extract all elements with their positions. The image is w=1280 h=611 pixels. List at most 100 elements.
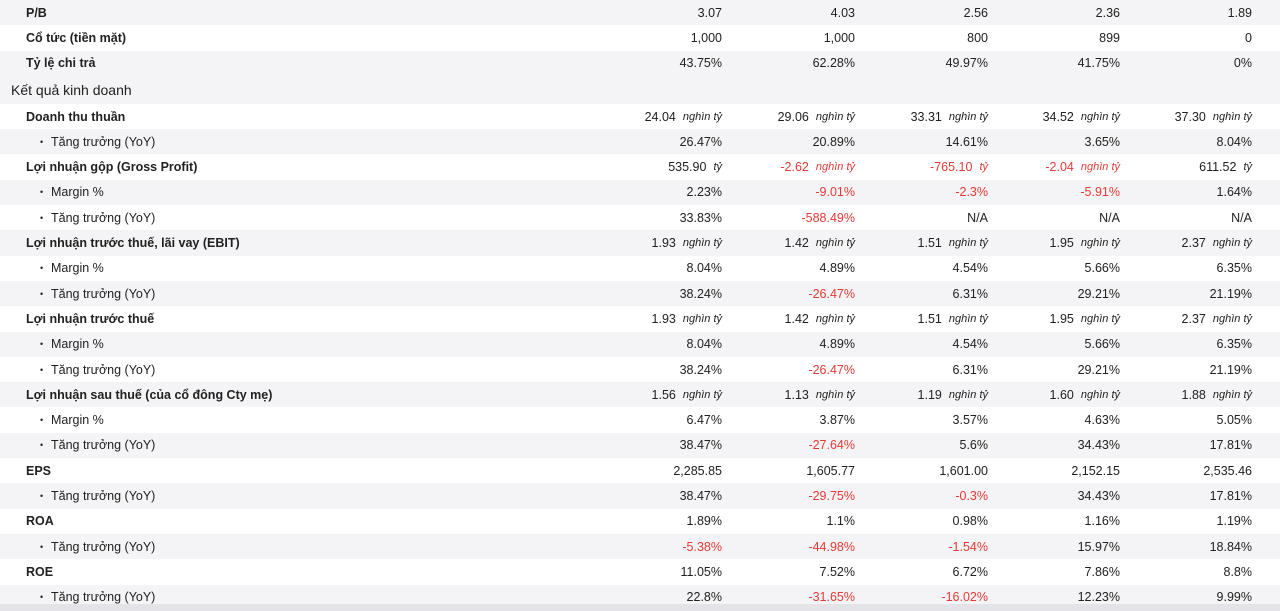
row-label: Lợi nhuận trước thuế, lãi vay (EBIT) xyxy=(26,230,240,255)
cell-value: -5.38% xyxy=(682,539,722,554)
value-cell: 1.16% xyxy=(1085,509,1120,534)
cell-value: 6.72% xyxy=(952,564,988,579)
cell-value: 4.89% xyxy=(819,261,855,276)
value-cell: 3.65% xyxy=(1085,129,1120,154)
row-label: ROA xyxy=(26,509,54,534)
cell-value: 5.05% xyxy=(1216,413,1252,428)
value-cell: 8.04% xyxy=(687,256,722,281)
row-label-text: Cổ tức (tiền mặt) xyxy=(26,30,127,45)
cell-unit: nghìn tỷ xyxy=(815,312,855,325)
value-cell: 9.99% xyxy=(1217,585,1252,610)
cell-value: 6.47% xyxy=(686,413,722,428)
row-label: Lợi nhuận sau thuế (của cổ đông Cty mẹ) xyxy=(26,382,272,407)
cell-unit: nghìn tỷ xyxy=(948,110,988,123)
value-cell: 4.03 xyxy=(831,0,855,25)
cell-unit: nghìn tỷ xyxy=(1212,388,1252,401)
row-label-text: Lợi nhuận sau thuế (của cổ đông Cty mẹ) xyxy=(26,387,273,402)
value-cell: 1,000 xyxy=(691,25,722,50)
value-cell: -2.3% xyxy=(955,180,988,205)
row-label-text: Margin % xyxy=(51,413,104,428)
cell-unit: nghìn tỷ xyxy=(815,110,855,123)
value-cell: -5.91% xyxy=(1080,180,1120,205)
cell-value: 6.35% xyxy=(1216,337,1252,352)
section-title: Kết quả kinh doanh xyxy=(11,76,132,104)
value-cell: 2,535.46 xyxy=(1203,458,1252,483)
metric-row: Lợi nhuận gộp (Gross Profit) 535.90 tỷ -2.6… xyxy=(0,154,1280,179)
bullet-icon: • xyxy=(40,440,44,451)
cell-value: -2.04 xyxy=(1045,160,1074,175)
bullet-icon: • xyxy=(40,187,44,198)
bullet-icon: • xyxy=(40,490,44,501)
value-cell: 1.1% xyxy=(827,509,856,534)
value-cell: 24.04 nghìn tỷ xyxy=(645,104,722,129)
value-cell: 7.52% xyxy=(820,559,855,584)
cell-value: -2.62 xyxy=(780,160,809,175)
value-cell: -26.47% xyxy=(808,357,855,382)
value-cell: 4.63% xyxy=(1085,407,1120,432)
cell-value: 21.19% xyxy=(1209,286,1252,301)
row-label: • Margin % xyxy=(40,407,104,432)
horizontal-scrollbar[interactable] xyxy=(0,604,1280,611)
cell-value: 535.90 xyxy=(668,160,707,175)
row-label: • Margin % xyxy=(40,256,104,281)
cell-value: 7.52% xyxy=(819,564,855,579)
cell-value: 1.16% xyxy=(1084,514,1120,529)
cell-unit: nghìn tỷ xyxy=(1080,388,1120,401)
cell-value: 24.04 xyxy=(644,109,676,124)
value-cell: 6.35% xyxy=(1217,332,1252,357)
row-label: • Tăng trưởng (YoY) xyxy=(40,585,155,610)
cell-unit: tỷ xyxy=(979,161,988,174)
cell-unit: nghìn tỷ xyxy=(815,161,855,174)
value-cell: 5.05% xyxy=(1217,407,1252,432)
cell-value: 6.31% xyxy=(952,286,988,301)
value-cell: 3.07 xyxy=(698,0,722,25)
cell-value: 2,285.85 xyxy=(673,463,722,478)
value-cell: 1.95 nghìn tỷ xyxy=(1050,306,1120,331)
value-cell: 1.51 nghìn tỷ xyxy=(918,230,988,255)
cell-value: 15.97% xyxy=(1077,539,1120,554)
row-label-text: Kết quả kinh doanh xyxy=(11,81,132,98)
cell-value: 1.1% xyxy=(826,514,856,529)
metric-row: Lợi nhuận sau thuế (của cổ đông Cty mẹ) 1… xyxy=(0,382,1280,408)
value-cell: 1,000 xyxy=(824,25,855,50)
row-label-text: EPS xyxy=(26,463,52,478)
cell-value: 41.75% xyxy=(1077,56,1120,71)
row-label-text: Margin % xyxy=(51,261,104,276)
cell-value: N/A xyxy=(1231,210,1252,225)
sub-metric-row: • Tăng trưởng (YoY) 38.47% -27.64% 5.6% 34.43… xyxy=(0,432,1280,459)
cell-value: -5.91% xyxy=(1080,185,1120,200)
row-label-text: ROA xyxy=(26,514,54,529)
sub-metric-row: • Margin % 2.23% -9.01% -2.3% -5.91% 1.64% xyxy=(0,179,1280,206)
value-cell: 2.37 nghìn tỷ xyxy=(1182,306,1252,331)
value-cell: 34.52 nghìn tỷ xyxy=(1043,104,1120,129)
cell-value: 37.30 xyxy=(1174,109,1206,124)
value-cell: 38.24% xyxy=(680,357,722,382)
value-cell: 11.05% xyxy=(681,559,722,584)
cell-value: 2,152.15 xyxy=(1071,463,1120,478)
cell-value: 12.23% xyxy=(1077,590,1120,605)
value-cell: -31.65% xyxy=(808,585,855,610)
bullet-icon: • xyxy=(40,288,44,299)
metric-row: P/B 3.07 4.03 2.56 2.36 1.89 xyxy=(0,0,1280,26)
bullet-icon: • xyxy=(40,339,44,350)
cell-value: 4.63% xyxy=(1084,413,1120,428)
cell-value: 3.57% xyxy=(952,413,988,428)
value-cell: 33.83% xyxy=(680,205,722,230)
value-cell: 1.51 nghìn tỷ xyxy=(918,306,988,331)
row-label: • Margin % xyxy=(40,180,104,205)
cell-value: 1.95 xyxy=(1049,311,1074,326)
value-cell: -44.98% xyxy=(808,534,855,559)
cell-value: 8.04% xyxy=(686,337,722,352)
value-cell: 21.19% xyxy=(1210,281,1252,306)
cell-value: 1.19 xyxy=(917,387,942,402)
cell-value: 1.42 xyxy=(784,311,809,326)
bullet-icon: • xyxy=(40,136,44,147)
cell-value: 0.98% xyxy=(952,514,988,529)
row-label: • Tăng trưởng (YoY) xyxy=(40,205,155,230)
value-cell: 1.60 nghìn tỷ xyxy=(1050,382,1120,407)
cell-value: -2.3% xyxy=(955,185,988,200)
cell-value: 8.04% xyxy=(1216,134,1252,149)
sub-metric-row: • Tăng trưởng (YoY) 38.24% -26.47% 6.31% 29.2… xyxy=(0,280,1280,307)
cell-unit: nghìn tỷ xyxy=(1080,237,1120,250)
value-cell: 1.42 nghìn tỷ xyxy=(785,306,855,331)
